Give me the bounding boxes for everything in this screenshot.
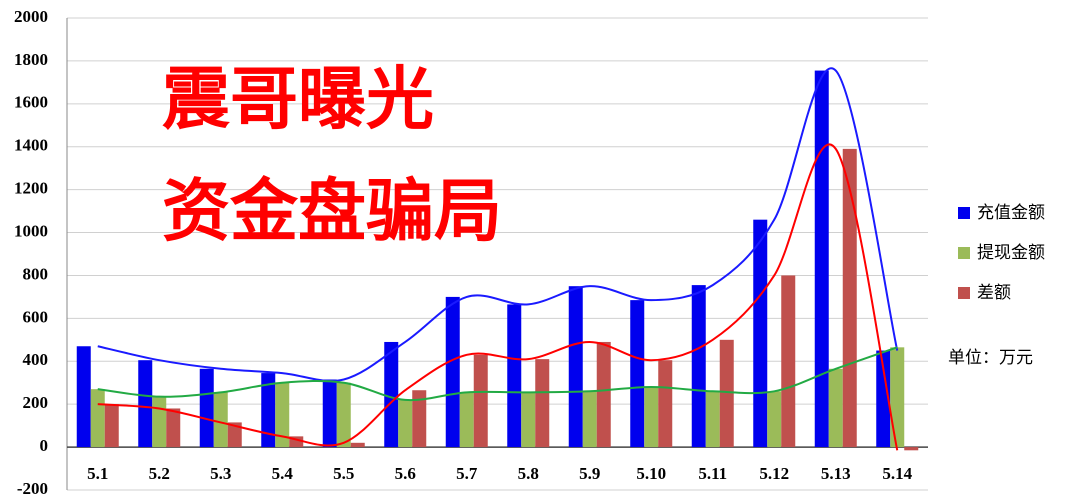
x-tick-label: 5.10 (636, 464, 666, 483)
y-tick-label: -200 (17, 479, 48, 498)
y-tick-label: 0 (40, 436, 49, 455)
bar (691, 285, 706, 448)
y-tick-label: 1000 (14, 221, 48, 240)
bar (644, 387, 659, 448)
overlay-text: 资金盘骗局 (162, 173, 502, 252)
bar (507, 304, 522, 448)
bar (289, 436, 304, 448)
bar (582, 391, 597, 448)
x-tick-label: 5.13 (821, 464, 851, 483)
x-tick-label: 5.14 (882, 464, 912, 483)
bar (227, 422, 242, 448)
x-tick-label: 5.6 (395, 464, 416, 483)
bar (275, 382, 290, 448)
bar (828, 368, 843, 448)
bar (705, 391, 720, 448)
trend-line (97, 67, 899, 382)
x-tick-label: 5.2 (149, 464, 170, 483)
y-tick-label: 1200 (14, 179, 48, 198)
x-tick-label: 5.8 (518, 464, 539, 483)
bar (568, 286, 583, 448)
x-tick-label: 5.4 (272, 464, 294, 483)
bar (166, 408, 181, 448)
bar (199, 368, 214, 448)
x-tick-label: 5.12 (759, 464, 789, 483)
x-tick-label: 5.3 (210, 464, 231, 483)
bar (904, 447, 919, 451)
bar (473, 354, 488, 448)
y-tick-label: 1600 (14, 93, 48, 112)
bar (445, 296, 460, 448)
overlay-text: 震哥曝光 (162, 61, 434, 140)
bar (753, 219, 768, 448)
y-tick-label: 400 (23, 350, 49, 369)
trend-line (97, 143, 899, 451)
x-tick-label: 5.11 (698, 464, 727, 483)
x-tick-label: 5.1 (87, 464, 108, 483)
y-tick-label: 1800 (14, 50, 48, 69)
bar (767, 391, 782, 448)
y-tick-label: 2000 (14, 7, 48, 26)
bar (138, 360, 153, 448)
y-tick-label: 600 (23, 307, 49, 326)
legend-label: 差额 (977, 283, 1011, 303)
legend-swatch (958, 207, 970, 219)
y-tick-label: 1400 (14, 136, 48, 155)
bar (596, 341, 611, 448)
trend-line (97, 346, 898, 402)
bar (630, 300, 645, 448)
bar (521, 392, 536, 448)
legend-swatch (958, 247, 970, 259)
bar (152, 396, 167, 448)
bar (658, 360, 673, 448)
bar (412, 390, 427, 448)
bar (876, 350, 891, 448)
bar (781, 275, 796, 448)
bar (398, 399, 413, 448)
bar (104, 404, 119, 448)
bar (90, 389, 105, 448)
bar (535, 359, 550, 448)
bar (336, 382, 351, 448)
bar (350, 442, 365, 448)
y-tick-label: 200 (23, 393, 49, 412)
bar (76, 346, 91, 448)
bar (459, 392, 474, 448)
bar (814, 70, 829, 448)
legend-swatch (958, 287, 970, 299)
bar (322, 379, 337, 448)
bar (890, 347, 905, 448)
x-tick-label: 5.5 (333, 464, 354, 483)
x-tick-label: 5.9 (579, 464, 600, 483)
legend-label: 提现金额 (977, 243, 1045, 263)
bar (261, 373, 276, 448)
bar (719, 339, 734, 448)
bar (384, 341, 399, 448)
bar (213, 392, 228, 448)
unit-label: 单位：万元 (948, 348, 1033, 368)
legend-label: 充值金额 (977, 203, 1045, 223)
bar (842, 148, 857, 448)
y-tick-label: 800 (23, 264, 49, 283)
x-tick-label: 5.7 (456, 464, 478, 483)
